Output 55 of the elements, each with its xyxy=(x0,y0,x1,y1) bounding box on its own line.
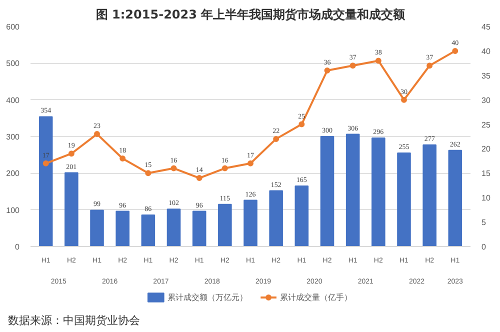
chart-title: 图 1:2015-2023 年上半年我国期货市场成交量和成交额 xyxy=(96,8,406,22)
point xyxy=(273,136,280,142)
point xyxy=(145,170,152,176)
bar xyxy=(192,210,206,246)
point xyxy=(400,96,407,103)
point xyxy=(42,160,49,166)
y2-tick-label: 5 xyxy=(482,218,486,228)
bar xyxy=(422,144,436,246)
legend-label: 累计成交额（万亿元） xyxy=(167,293,248,302)
point xyxy=(452,48,458,54)
y2-tick-label: 40 xyxy=(482,46,491,56)
point xyxy=(94,131,100,138)
y-tick-label: 100 xyxy=(6,206,20,215)
bar xyxy=(320,136,334,246)
point xyxy=(426,62,433,69)
bar xyxy=(38,116,53,246)
y2-tick-label: 10 xyxy=(482,194,491,203)
legend-label: 累计成交量（亿手） xyxy=(280,293,352,302)
bar xyxy=(64,172,78,246)
y-tick-label: 400 xyxy=(6,96,20,105)
bar xyxy=(90,210,104,246)
point xyxy=(375,58,382,64)
y2-tick-label: 0 xyxy=(482,242,486,252)
y2-tick-label: 15 xyxy=(482,169,491,178)
bar xyxy=(448,150,462,246)
point xyxy=(298,121,305,128)
source-note: 数据来源：中国期货业协会 xyxy=(8,313,140,329)
y-tick-label: 300 xyxy=(6,132,20,142)
point xyxy=(222,165,228,172)
bar xyxy=(141,214,156,246)
point xyxy=(68,150,74,157)
y-tick-label: 500 xyxy=(6,59,20,68)
y2-tick-label: 45 xyxy=(482,22,491,32)
y2-tick-label: 20 xyxy=(482,144,491,154)
y2-tick-label: 30 xyxy=(482,96,491,105)
y-tick-label: 0 xyxy=(15,242,20,252)
bar xyxy=(116,210,130,246)
point xyxy=(196,175,202,182)
bar xyxy=(269,190,283,246)
bar xyxy=(218,204,232,246)
y-tick-label: 600 xyxy=(6,22,20,32)
y2-tick-label: 25 xyxy=(482,120,491,130)
point xyxy=(120,156,126,162)
point xyxy=(324,68,330,74)
bar xyxy=(166,208,181,246)
bar xyxy=(294,186,309,246)
bar xyxy=(372,137,386,246)
point xyxy=(248,160,254,166)
y2-tick-label: 35 xyxy=(482,71,491,80)
point xyxy=(170,165,177,172)
bar xyxy=(346,134,360,246)
bar xyxy=(397,152,411,246)
y-tick-label: 200 xyxy=(6,169,20,178)
point xyxy=(350,62,356,69)
bar xyxy=(244,200,258,246)
